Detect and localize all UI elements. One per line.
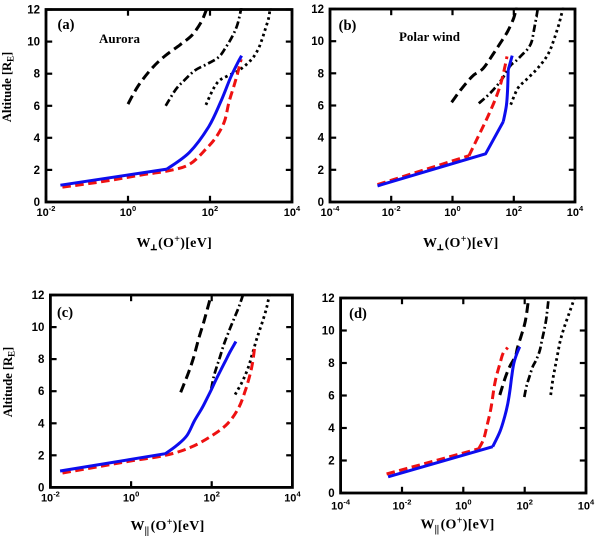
svg-text:(O+)[eV]: (O+)[eV] bbox=[445, 234, 499, 251]
svg-text:W: W bbox=[421, 518, 435, 533]
svg-text:6: 6 bbox=[34, 101, 40, 113]
svg-text:0: 0 bbox=[318, 197, 324, 209]
svg-text:(a): (a) bbox=[58, 17, 75, 33]
svg-text:6: 6 bbox=[318, 101, 324, 113]
svg-text:W: W bbox=[137, 236, 151, 251]
svg-text:Altitude [RE]: Altitude [RE] bbox=[1, 347, 17, 417]
svg-text:(b): (b) bbox=[339, 18, 357, 34]
svg-text:8: 8 bbox=[318, 68, 325, 80]
svg-text:Polar wind: Polar wind bbox=[399, 29, 461, 44]
svg-text:Aurora: Aurora bbox=[99, 31, 140, 46]
svg-text:4: 4 bbox=[328, 423, 335, 435]
svg-text:12: 12 bbox=[311, 4, 324, 16]
svg-text:W: W bbox=[423, 236, 437, 251]
svg-text:10: 10 bbox=[27, 37, 40, 49]
svg-text:8: 8 bbox=[38, 354, 45, 366]
svg-text:10: 10 bbox=[311, 36, 324, 48]
svg-text:4: 4 bbox=[34, 133, 41, 145]
svg-text:6: 6 bbox=[328, 391, 334, 403]
svg-text:(O+)[eV]: (O+)[eV] bbox=[158, 234, 212, 251]
svg-text:6: 6 bbox=[38, 386, 44, 398]
svg-text:4: 4 bbox=[318, 133, 325, 145]
svg-text:(O+)[eV]: (O+)[eV] bbox=[441, 515, 495, 532]
svg-text:12: 12 bbox=[32, 290, 45, 302]
svg-text:2: 2 bbox=[38, 450, 44, 462]
svg-text:(d): (d) bbox=[349, 306, 367, 322]
svg-text:2: 2 bbox=[318, 165, 324, 177]
svg-text:8: 8 bbox=[34, 69, 41, 81]
svg-text:8: 8 bbox=[328, 358, 335, 370]
svg-text:4: 4 bbox=[38, 418, 45, 430]
svg-text:2: 2 bbox=[328, 456, 334, 468]
svg-text:12: 12 bbox=[27, 5, 40, 17]
svg-text:2: 2 bbox=[34, 165, 40, 177]
svg-text:12: 12 bbox=[322, 293, 335, 305]
svg-text:(c): (c) bbox=[57, 305, 73, 321]
svg-text:10: 10 bbox=[322, 326, 335, 338]
svg-text:(O+)[eV]: (O+)[eV] bbox=[151, 517, 205, 534]
svg-text:Altitude [RE]: Altitude [RE] bbox=[0, 52, 16, 122]
svg-text:W: W bbox=[131, 519, 145, 534]
svg-text:0: 0 bbox=[34, 197, 40, 209]
svg-text:10: 10 bbox=[32, 322, 45, 334]
svg-text:0: 0 bbox=[38, 482, 44, 494]
svg-text:0: 0 bbox=[328, 488, 334, 500]
